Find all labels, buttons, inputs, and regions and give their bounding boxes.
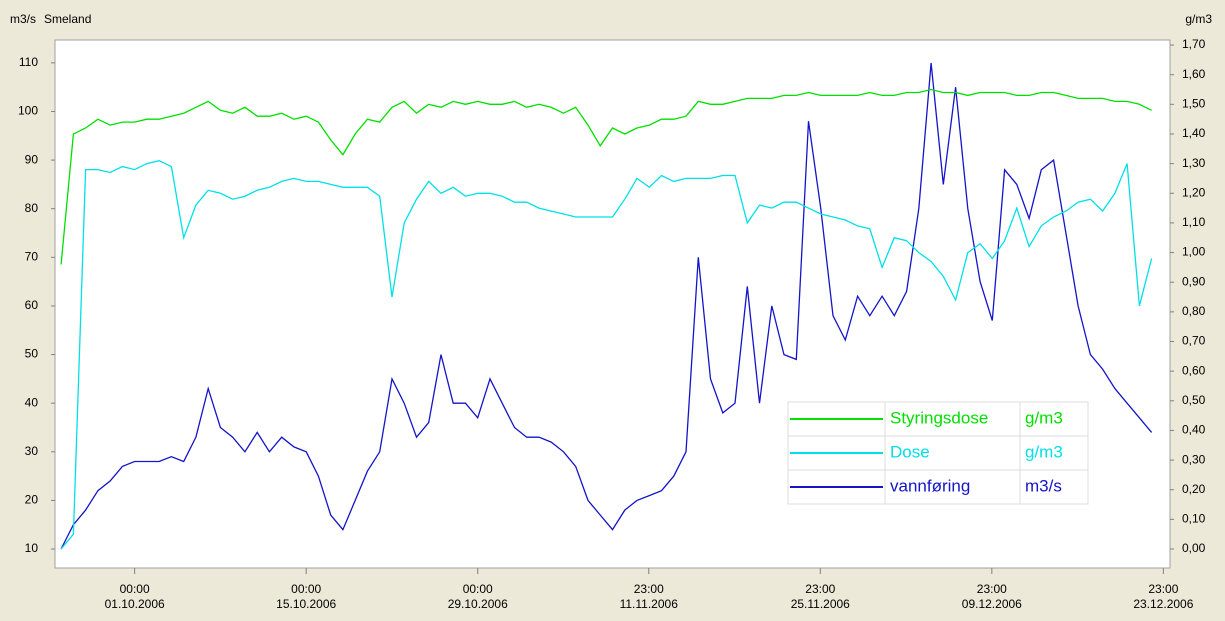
y2-tick-label: 0,80 xyxy=(1182,304,1206,318)
legend-label: vannføring xyxy=(890,476,970,495)
y2-tick-label: 0,50 xyxy=(1182,393,1206,407)
x-tick-label-line: 23:00 xyxy=(977,582,1007,596)
y2-tick-label: 0,20 xyxy=(1182,482,1206,496)
x-tick-label-line: 29.10.2006 xyxy=(448,597,508,611)
y2-tick-label: 1,10 xyxy=(1182,215,1206,229)
legend-unit: g/m3 xyxy=(1025,408,1063,427)
y2-tick-label: 0,30 xyxy=(1182,452,1206,466)
y-tick-label: 90 xyxy=(25,152,39,166)
y-axis-label: m3/s xyxy=(10,12,36,26)
y2-tick-label: 1,00 xyxy=(1182,245,1206,259)
y-tick-label: 20 xyxy=(25,493,39,507)
x-tick-label-line: 23.12.2006 xyxy=(1133,597,1193,611)
y2-tick-label: 1,30 xyxy=(1182,156,1206,170)
x-tick-label: 23:00 25.11.2006 xyxy=(791,582,850,611)
y-tick-label: 10 xyxy=(25,541,39,555)
legend-unit: m3/s xyxy=(1025,476,1062,495)
y-tick-label: 60 xyxy=(25,298,39,312)
chart-title: Smeland xyxy=(44,12,91,26)
x-tick-label: 00:00 01.10.2006 xyxy=(105,582,165,611)
x-tick-label-line: 23:00 xyxy=(634,582,664,596)
series-line xyxy=(60,160,1153,550)
x-tick-label-line: 25.11.2006 xyxy=(791,597,850,611)
y2-tick-label: 1,40 xyxy=(1182,126,1206,140)
y2-tick-label: 0,70 xyxy=(1182,334,1206,348)
x-tick-label-line: 09.12.2006 xyxy=(962,597,1022,611)
x-tick-label: 00:00 15.10.2006 xyxy=(276,582,336,611)
y-tick-label: 70 xyxy=(25,249,39,263)
x-tick-label-line: 11.11.2006 xyxy=(620,597,679,611)
series-line xyxy=(60,88,1152,265)
y2-tick-label: 0,00 xyxy=(1182,541,1206,555)
y-tick-label: 40 xyxy=(25,395,39,409)
y-tick-label: 100 xyxy=(18,104,38,118)
y2-tick-label: 1,20 xyxy=(1182,185,1206,199)
x-tick-label-line: 01.10.2006 xyxy=(105,597,165,611)
x-tick-label-line: 23:00 xyxy=(1148,582,1178,596)
x-tick-label-line: 23:00 xyxy=(805,582,835,596)
series-line xyxy=(60,62,1153,550)
x-tick-label-line: 00:00 xyxy=(463,582,493,596)
x-tick-label-line: 00:00 xyxy=(120,582,150,596)
x-tick-label: 23:00 11.11.2006 xyxy=(620,582,679,611)
y-tick-label: 50 xyxy=(25,347,39,361)
legend-unit: g/m3 xyxy=(1025,442,1063,461)
x-tick-label-line: 15.10.2006 xyxy=(276,597,336,611)
y2-tick-label: 1,70 xyxy=(1182,37,1206,51)
y2-tick-label: 0,60 xyxy=(1182,363,1206,377)
y2-tick-label: 0,10 xyxy=(1182,512,1206,526)
y2-axis-label: g/m3 xyxy=(1185,12,1212,26)
x-tick-label: 00:00 29.10.2006 xyxy=(448,582,508,611)
x-tick-label: 23:00 23.12.2006 xyxy=(1133,582,1193,611)
y-tick-label: 110 xyxy=(19,55,38,69)
y2-tick-label: 0,40 xyxy=(1182,423,1206,437)
y2-tick-label: 0,90 xyxy=(1182,274,1206,288)
y-tick-label: 30 xyxy=(25,444,39,458)
y2-tick-label: 1,60 xyxy=(1182,67,1206,81)
legend-label: Styringsdose xyxy=(890,408,988,427)
legend-label: Dose xyxy=(890,442,930,461)
x-tick-label-line: 00:00 xyxy=(291,582,321,596)
x-tick-label: 23:00 09.12.2006 xyxy=(962,582,1022,611)
y2-tick-label: 1,50 xyxy=(1182,97,1206,111)
y-tick-label: 80 xyxy=(25,201,39,215)
